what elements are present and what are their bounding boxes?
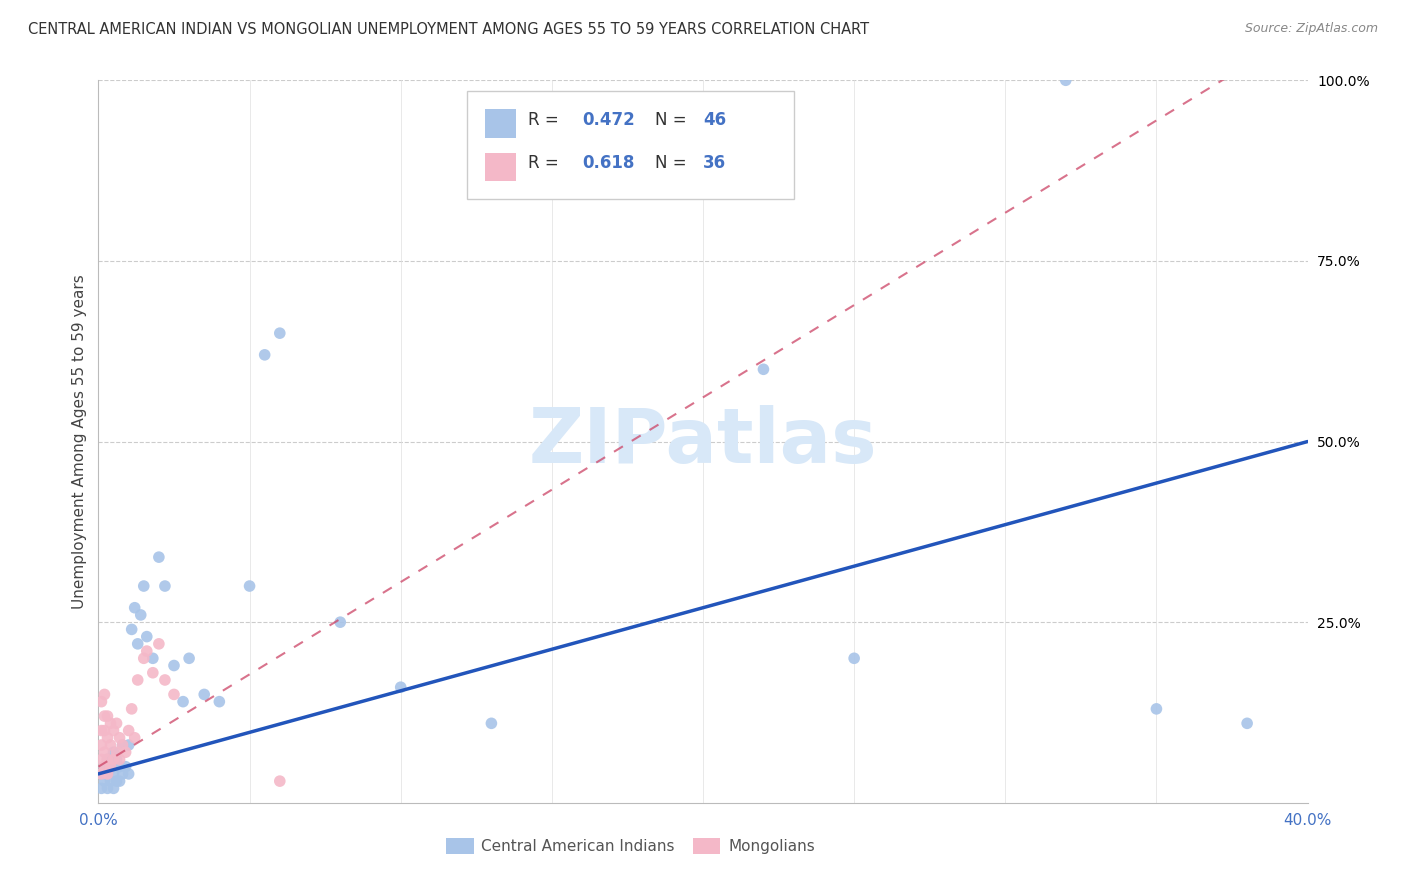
Point [118,738,141,752]
Point [118,723,141,738]
Legend: Central American Indians, Mongolians: Central American Indians, Mongolians [440,832,821,860]
Point [96,767,118,781]
Point [172,695,194,709]
Point [1236,716,1258,731]
Point [105,774,128,789]
Point [193,687,215,701]
Point [96,731,118,745]
Point [148,637,170,651]
Point [103,781,125,796]
Point [132,651,155,665]
Text: 0.618: 0.618 [582,154,634,172]
Text: 0.472: 0.472 [582,111,636,129]
Point [163,687,186,701]
Point [239,579,262,593]
Point [481,716,503,731]
Point [103,752,125,766]
Point [100,760,122,774]
Point [142,651,165,665]
Point [329,615,352,630]
Point [93,745,115,759]
Point [127,637,149,651]
Point [93,774,115,789]
Point [111,738,134,752]
Point [93,723,115,738]
Point [135,630,157,644]
Point [100,760,122,774]
Text: N =: N = [655,154,692,172]
Point [208,695,231,709]
Point [111,738,134,752]
FancyBboxPatch shape [485,153,516,181]
Point [100,774,122,789]
Point [1144,702,1167,716]
Point [93,687,115,701]
Point [96,767,118,781]
FancyBboxPatch shape [485,109,516,138]
Point [132,579,155,593]
Point [153,673,176,687]
Point [96,781,118,796]
Point [90,781,112,796]
Text: Source: ZipAtlas.com: Source: ZipAtlas.com [1244,22,1378,36]
Point [105,716,128,731]
Point [93,760,115,774]
Point [96,709,118,723]
Point [121,623,143,637]
Point [844,651,866,665]
Point [96,752,118,766]
Point [108,774,131,789]
Point [253,348,276,362]
Point [90,767,112,781]
Point [108,752,131,766]
Text: R =: R = [527,111,564,129]
Point [118,767,141,781]
Point [90,738,112,752]
Text: R =: R = [527,154,564,172]
Text: N =: N = [655,111,692,129]
Point [135,644,157,658]
Text: 46: 46 [703,111,725,129]
Point [124,600,146,615]
Point [103,767,125,781]
Point [108,731,131,745]
Point [163,658,186,673]
Point [114,760,136,774]
Point [90,752,112,766]
Y-axis label: Unemployment Among Ages 55 to 59 years: Unemployment Among Ages 55 to 59 years [72,274,87,609]
Point [108,760,131,774]
Point [269,326,291,340]
Point [90,767,112,781]
Point [93,760,115,774]
Point [389,680,412,694]
Point [269,774,291,789]
Point [114,745,136,759]
Point [153,579,176,593]
Point [129,607,152,622]
Point [105,745,128,759]
Point [1054,73,1077,87]
Point [127,673,149,687]
Point [103,745,125,759]
Point [100,716,122,731]
Point [96,752,118,766]
Point [105,752,128,766]
Point [124,731,146,745]
Point [148,550,170,565]
Point [179,651,201,665]
Point [111,767,134,781]
Point [90,695,112,709]
Point [142,665,165,680]
Point [752,362,775,376]
Point [103,723,125,738]
Point [93,709,115,723]
Point [90,723,112,738]
Text: 36: 36 [703,154,725,172]
Text: CENTRAL AMERICAN INDIAN VS MONGOLIAN UNEMPLOYMENT AMONG AGES 55 TO 59 YEARS CORR: CENTRAL AMERICAN INDIAN VS MONGOLIAN UNE… [28,22,869,37]
Point [121,702,143,716]
Point [100,738,122,752]
Text: ZIPatlas: ZIPatlas [529,405,877,478]
FancyBboxPatch shape [467,91,793,200]
